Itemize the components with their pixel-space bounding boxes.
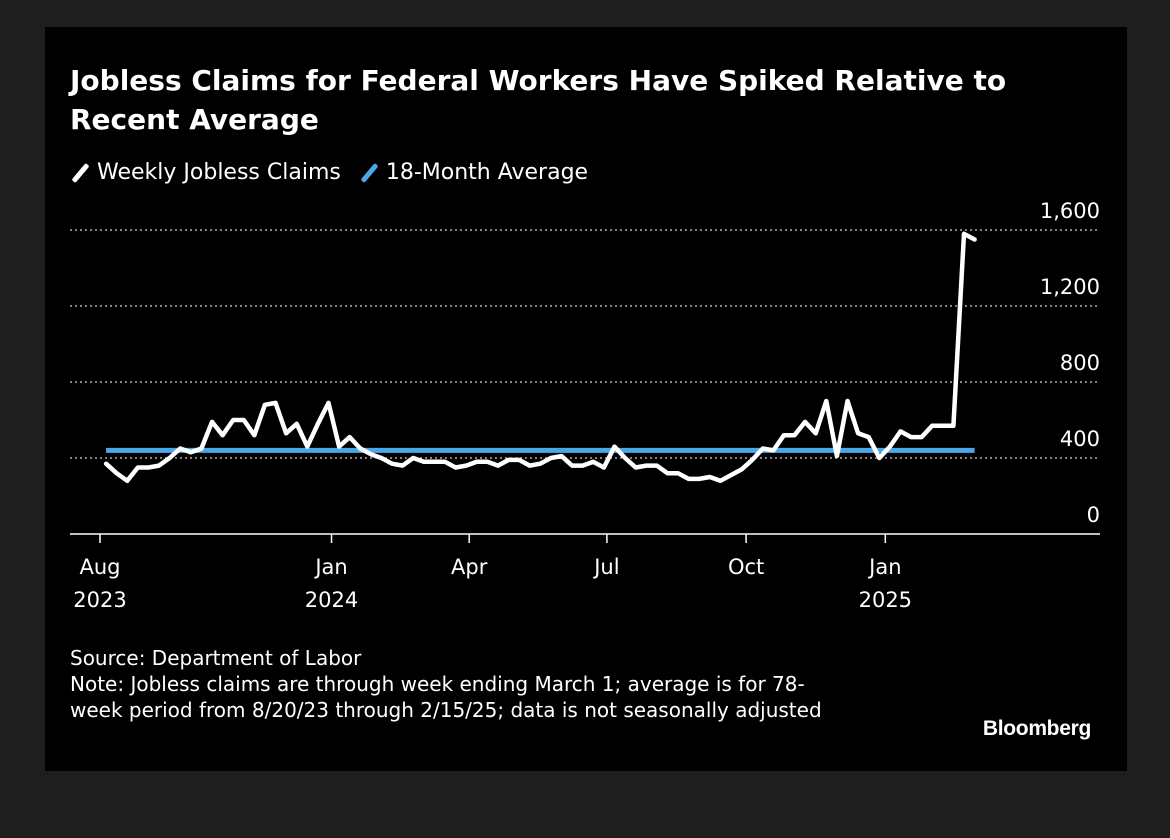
data-note: Note: Jobless claims are through week en… xyxy=(70,672,822,722)
legend-item-weekly-claims: Weekly Jobless Claims xyxy=(71,160,341,185)
chart-title: Jobless Claims for Federal Workers Have … xyxy=(70,64,1007,136)
x-tick-year-0: 2023 xyxy=(73,588,126,612)
y-tick-label-400: 400 xyxy=(1060,427,1100,451)
bloomberg-logo: Bloomberg xyxy=(982,717,1091,740)
x-tick-year-1: 2024 xyxy=(305,588,358,612)
source-note: Source: Department of Labor xyxy=(70,646,362,670)
y-tick-label-0: 0 xyxy=(1087,503,1100,527)
x-tick-label-0: Aug xyxy=(79,555,120,579)
series-line-weekly-jobless-claims xyxy=(103,231,977,484)
chart-legend: Weekly Jobless Claims 18-Month Average xyxy=(71,160,608,185)
x-tick-label-1: Jan xyxy=(313,555,347,579)
legend-item-average: 18-Month Average xyxy=(360,160,589,185)
legend-label-average: 18-Month Average xyxy=(385,160,589,185)
x-tick-label-4: Oct xyxy=(728,555,764,579)
line-chart: 0 400 800 1,200 1,600 Aug 2023 Jan 2024 Apr Jul Oct… xyxy=(70,199,1100,612)
legend-label-weekly-claims: Weekly Jobless Claims xyxy=(97,160,341,185)
y-tick-label-1200: 1,200 xyxy=(1040,275,1100,299)
chart-footer: Source: Department of Labor Note: Jobles… xyxy=(70,645,830,723)
x-tick-label-3: Jul xyxy=(592,555,619,579)
y-tick-label-1600: 1,600 xyxy=(1040,199,1100,223)
chart-card: Jobless Claims for Federal Workers Have … xyxy=(45,27,1127,771)
x-tick-year-5: 2025 xyxy=(859,588,912,612)
x-tick-label-5: Jan xyxy=(867,555,901,579)
x-tick-label-2: Apr xyxy=(451,555,488,579)
y-tick-label-800: 800 xyxy=(1060,351,1100,375)
